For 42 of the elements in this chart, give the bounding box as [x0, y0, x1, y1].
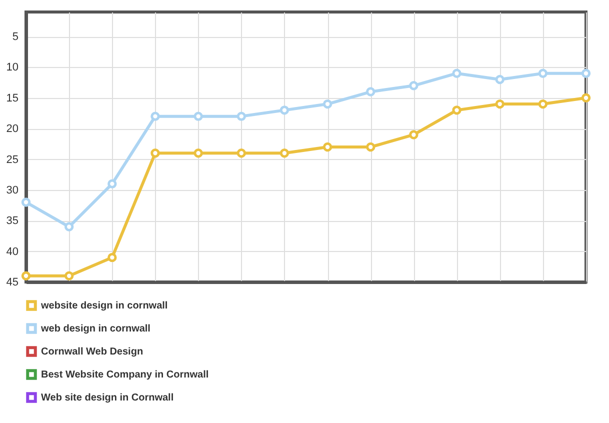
point	[194, 148, 203, 158]
point	[236, 112, 246, 121]
point	[280, 148, 290, 158]
point	[150, 148, 160, 158]
point	[236, 148, 246, 158]
y-tick-label: 10	[6, 62, 18, 74]
legend-label: Web site design in Cornwall	[41, 392, 174, 404]
y-tick-label: 20	[6, 123, 18, 136]
point	[409, 130, 418, 140]
y-tick-label: 15	[6, 92, 18, 104]
y-tick-label: 40	[6, 246, 18, 258]
y-tick-label: 5	[12, 31, 18, 44]
point	[64, 271, 74, 280]
point	[21, 198, 31, 207]
y-tick-label: 25	[6, 154, 18, 166]
point	[581, 93, 591, 103]
point	[366, 142, 376, 152]
y-tick-label: 30	[6, 184, 18, 196]
legend-label: Best Website Company in Cornwall	[41, 370, 209, 380]
point	[538, 99, 548, 109]
point	[108, 252, 117, 262]
point	[495, 74, 504, 84]
legend-label: web design in cornwall	[40, 324, 151, 334]
point	[538, 68, 548, 78]
point	[366, 87, 376, 96]
point	[581, 68, 591, 78]
point	[322, 99, 332, 109]
point	[21, 271, 31, 280]
point	[495, 99, 504, 109]
point	[409, 81, 418, 90]
point	[280, 106, 290, 115]
point	[452, 68, 462, 78]
legend-label: website design in cornwall	[40, 300, 168, 312]
point	[108, 179, 117, 188]
y-tick-label: 45	[6, 276, 18, 288]
legend-label: Cornwall Web Design	[41, 346, 144, 358]
point	[452, 106, 462, 115]
y-tick-label: 35	[6, 215, 18, 228]
point	[150, 112, 160, 121]
point	[322, 142, 332, 152]
point	[194, 112, 203, 121]
point	[64, 222, 74, 232]
